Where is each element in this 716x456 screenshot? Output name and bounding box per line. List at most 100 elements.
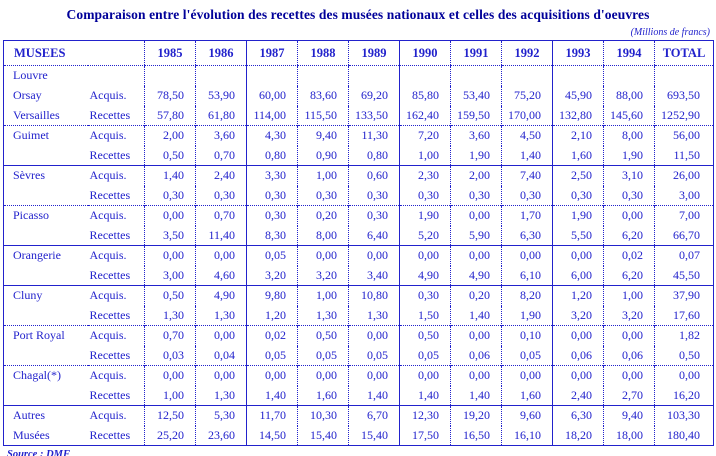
value-cell: 114,00: [246, 105, 298, 126]
value-cell: 1,30: [195, 305, 247, 326]
value-cell: 25,20: [144, 425, 196, 446]
value-cell: 1,90: [399, 205, 451, 226]
value-cell: 0,30: [399, 285, 451, 306]
row-type-cell: Acquis.: [87, 325, 145, 346]
value-cell: 0,20: [450, 285, 502, 306]
value-cell: 0,50: [297, 325, 349, 346]
museum-name-cell: Chagal(*): [3, 365, 88, 386]
table-header: MUSEES 1985 1986 1987 1988 1989 1990 1991 1992 19…: [3, 40, 714, 66]
value-cell: 1,40: [450, 385, 502, 406]
value-cell: 83,60: [297, 85, 349, 106]
total-cell: 7,00: [654, 205, 714, 226]
value-cell: 3,20: [603, 305, 655, 326]
value-cell: 1,00: [603, 285, 655, 306]
value-cell: [195, 65, 247, 86]
row-type-cell: Recettes: [89, 387, 131, 402]
value-cell: 4,90: [195, 285, 247, 306]
table-row: Recettes 1,30 1,30 1,20 1,30 1,30 1,50 1,40 1,90…: [4, 305, 714, 326]
value-cell: 60,00: [246, 85, 298, 106]
value-cell: 0,30: [348, 185, 400, 206]
table-row: Orsay Acquis. 78,50 53,90 60,00 83,60 69,20 85,…: [4, 85, 714, 106]
year-header-1990: 1990: [399, 40, 451, 66]
museum-name-cell: [4, 306, 88, 326]
value-cell: 2,40: [552, 385, 604, 406]
value-cell: 1,60: [552, 145, 604, 166]
value-cell: 9,60: [501, 405, 553, 426]
value-cell: 0,50: [144, 145, 196, 166]
value-cell: 6,00: [552, 265, 604, 286]
value-cell: 145,60: [603, 105, 655, 126]
year-header-1987: 1987: [246, 40, 298, 66]
total-cell: 180,40: [654, 425, 714, 446]
table-row: Recettes 0,50 0,70 0,80 0,90 0,80 1,00 1,90 1,40…: [4, 145, 714, 166]
value-cell: 1,60: [501, 385, 553, 406]
value-cell: 0,02: [246, 325, 298, 346]
value-cell: 85,80: [399, 85, 451, 106]
total-cell: 11,50: [654, 145, 714, 166]
value-cell: 2,70: [603, 385, 655, 406]
table-row: Guimet Acquis. 2,00 3,60 4,30 9,40 11,30 7,20 3,…: [3, 125, 714, 146]
value-cell: 1,40: [450, 305, 502, 326]
value-cell: 6,10: [501, 265, 553, 286]
value-cell: 8,30: [246, 225, 298, 246]
value-cell: 0,00: [195, 325, 247, 346]
total-cell: 1252,90: [654, 105, 714, 126]
year-header-1991: 1991: [450, 40, 502, 66]
value-cell: [348, 65, 400, 86]
value-cell: 57,80: [144, 105, 196, 126]
value-cell: 0,70: [195, 205, 247, 226]
museum-name-cell: Versailles: [13, 107, 60, 122]
table-row: Recettes 0,03 0,04 0,05 0,05 0,05 0,05 0,06 0,05…: [4, 345, 714, 366]
value-cell: 1,30: [348, 305, 400, 326]
museum-name-cell: [4, 266, 88, 286]
year-header-1986: 1986: [195, 40, 247, 66]
value-cell: 3,60: [195, 125, 247, 146]
value-cell: 0,80: [246, 145, 298, 166]
value-cell: 0,30: [195, 185, 247, 206]
value-cell: 19,20: [450, 405, 502, 426]
value-cell: 16,10: [501, 425, 553, 446]
value-cell: 4,30: [246, 125, 298, 146]
value-cell: 69,20: [348, 85, 400, 106]
value-cell: 0,30: [297, 185, 349, 206]
total-cell: 66,70: [654, 225, 714, 246]
value-cell: 133,50: [348, 105, 400, 126]
value-cell: 14,50: [246, 425, 298, 446]
value-cell: 12,30: [399, 405, 451, 426]
table-row: Picasso Acquis. 0,00 0,70 0,30 0,20 0,30 1,90 0,…: [3, 205, 714, 226]
value-cell: 0,00: [348, 365, 400, 386]
value-cell: 0,00: [399, 365, 451, 386]
value-cell: 1,40: [501, 145, 553, 166]
unit-note: (Millions de francs): [630, 27, 710, 38]
value-cell: 3,50: [144, 225, 196, 246]
value-cell: [297, 65, 349, 86]
value-cell: 3,00: [144, 265, 196, 286]
value-cell: [552, 65, 604, 86]
table-row: Recettes 0,30 0,30 0,30 0,30 0,30 0,30 0,30 0,30…: [4, 185, 714, 206]
value-cell: 1,00: [399, 145, 451, 166]
value-cell: 0,00: [399, 245, 451, 266]
value-cell: 11,30: [348, 125, 400, 146]
row-type-cell: Acquis.: [89, 88, 127, 102]
table-row: Sèvres Acquis. 1,40 2,40 3,30 1,00 0,60 2,30 2,0…: [3, 165, 714, 186]
table-row: Autres Acquis. 12,50 5,30 11,70 10,30 6,70 12,3…: [3, 405, 714, 426]
value-cell: 0,05: [348, 345, 400, 366]
value-cell: 0,00: [450, 325, 502, 346]
value-cell: 0,03: [144, 345, 196, 366]
value-cell: 15,40: [297, 425, 349, 446]
value-cell: 115,50: [297, 105, 349, 126]
value-cell: 1,30: [195, 385, 247, 406]
value-cell: 5,90: [450, 225, 502, 246]
museum-name-cell: [4, 186, 88, 206]
value-cell: 3,10: [603, 165, 655, 186]
value-cell: 5,30: [195, 405, 247, 426]
value-cell: 0,60: [348, 165, 400, 186]
value-cell: [450, 65, 502, 86]
value-cell: 0,00: [144, 205, 196, 226]
year-header-1985: 1985: [144, 40, 196, 66]
row-type-cell: Acquis.: [87, 285, 145, 306]
value-cell: [246, 65, 298, 86]
year-header-1993: 1993: [552, 40, 604, 66]
value-cell: 12,50: [144, 405, 196, 426]
value-cell: 17,50: [399, 425, 451, 446]
